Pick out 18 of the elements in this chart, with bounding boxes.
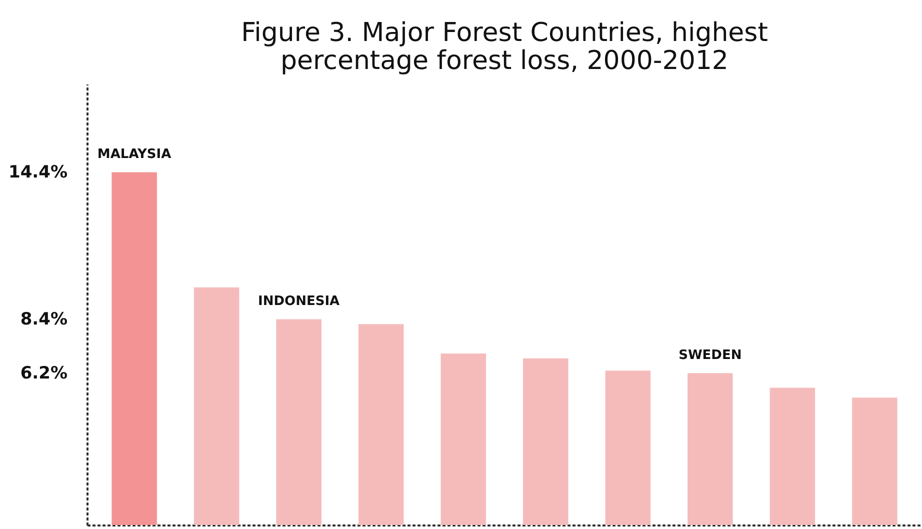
bar	[523, 358, 568, 525]
y-tick-label: 14.4%	[8, 162, 68, 183]
bar	[276, 319, 322, 525]
bar	[440, 354, 486, 525]
x-tick-label: MALAYSIA	[97, 147, 172, 162]
bar	[358, 324, 404, 525]
y-tick-label: 6.2%	[20, 364, 68, 384]
bar	[852, 398, 898, 525]
x-tick-label: INDONESIA	[258, 294, 340, 310]
bar	[605, 370, 651, 525]
y-tick-label: 8.4%	[20, 310, 68, 330]
text: Figure 3. Major Forest Countries, highest	[241, 18, 768, 48]
x-tick-label: SWEDEN	[678, 348, 742, 364]
bar	[688, 373, 733, 525]
bar	[194, 287, 240, 525]
bar	[112, 172, 157, 525]
text: percentage forest loss, 2000-2012	[280, 46, 728, 76]
bar	[770, 388, 816, 525]
